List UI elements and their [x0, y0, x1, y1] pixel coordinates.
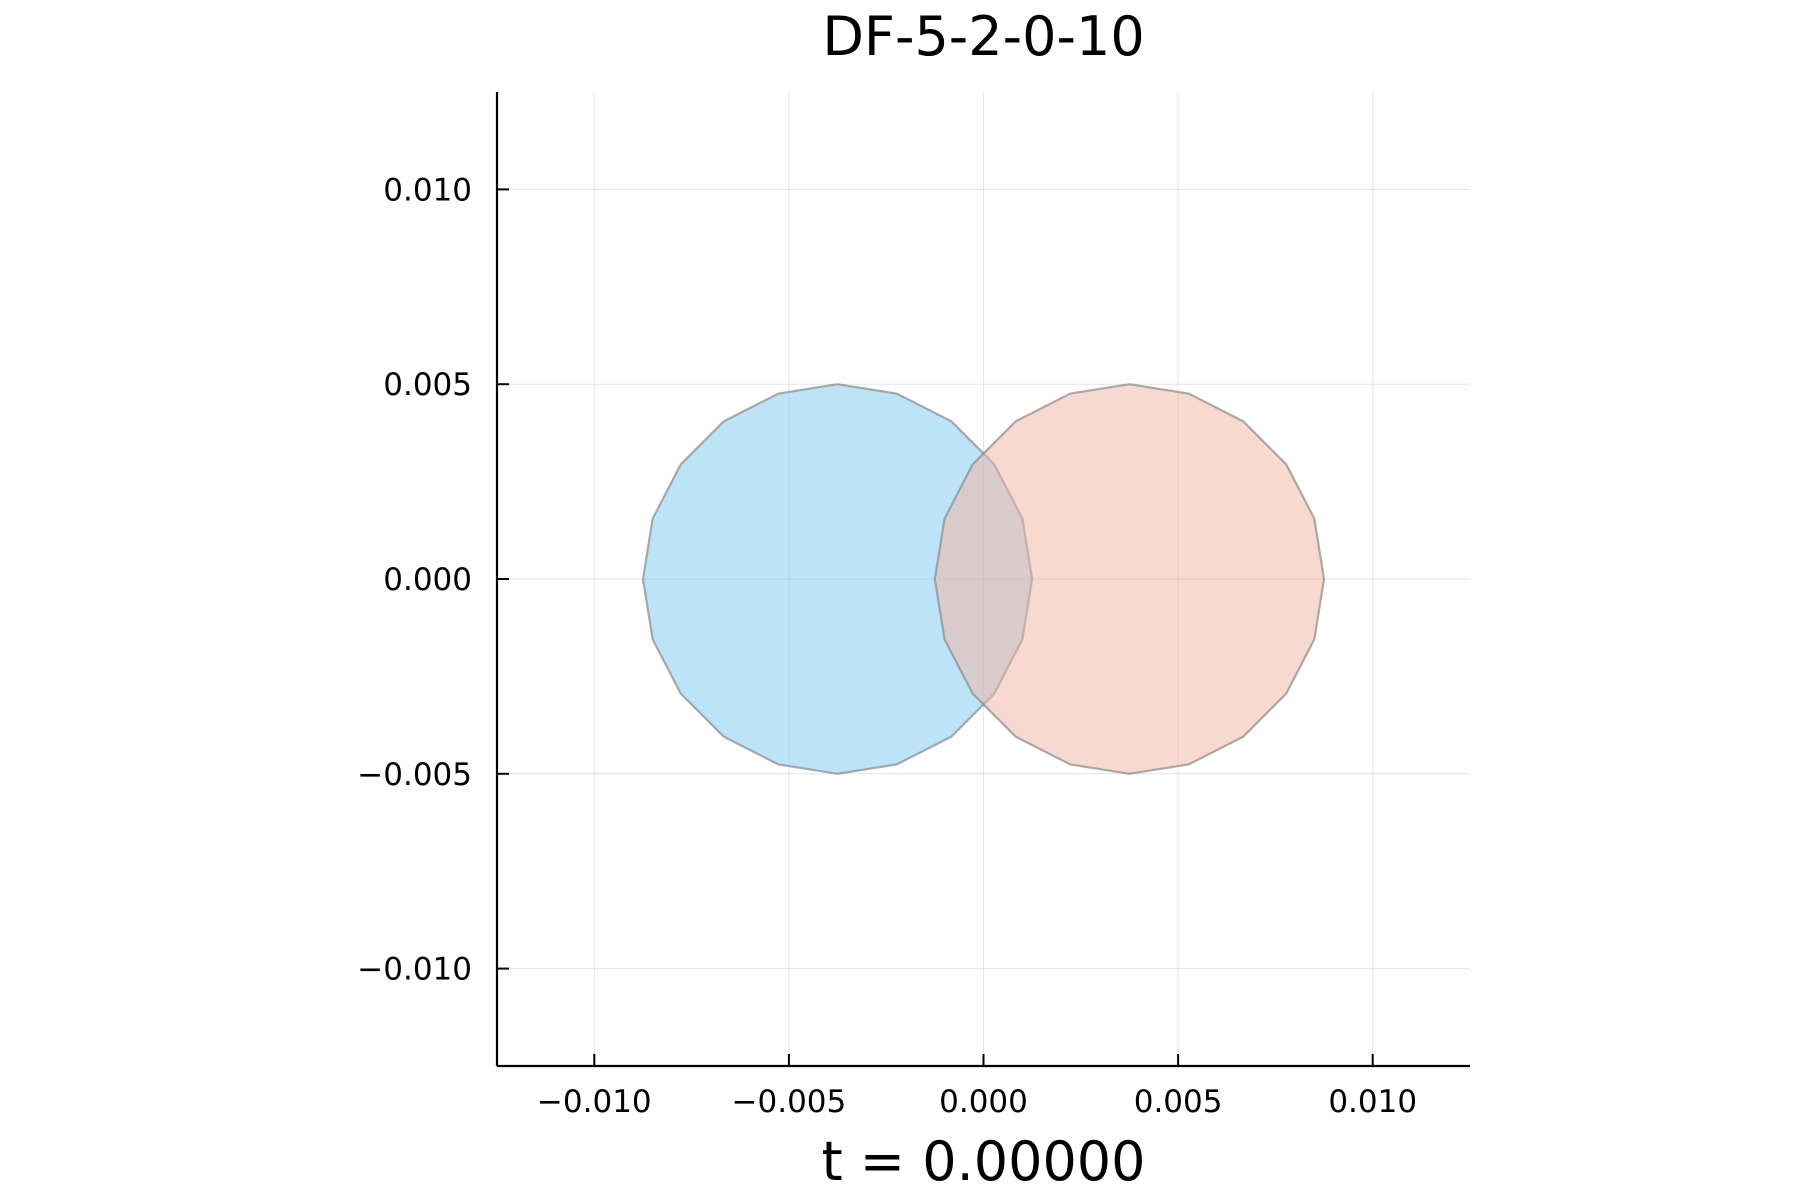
grid-lines [497, 92, 1470, 1066]
y-ticks: −0.010 −0.005 0.000 0.005 0.010 [357, 172, 509, 988]
y-tick-label: −0.005 [357, 757, 472, 793]
data-polygons [641, 383, 1326, 775]
x-axis-label: t = 0.00000 [821, 1130, 1145, 1193]
y-tick-label: 0.010 [383, 172, 472, 208]
y-tick-label: 0.005 [383, 367, 472, 403]
y-tick-label: −0.010 [357, 952, 472, 988]
x-tick-label: 0.000 [939, 1084, 1028, 1120]
series-polygon-2 [933, 383, 1326, 775]
x-tick-label: 0.005 [1134, 1084, 1223, 1120]
x-tick-label: −0.010 [537, 1084, 652, 1120]
x-tick-label: −0.005 [732, 1084, 847, 1120]
y-tick-label: 0.000 [383, 562, 472, 598]
chart-title: DF-5-2-0-10 [822, 5, 1144, 68]
x-ticks: −0.010 −0.005 0.000 0.005 0.010 [537, 1054, 1417, 1120]
x-tick-label: 0.010 [1328, 1084, 1417, 1120]
